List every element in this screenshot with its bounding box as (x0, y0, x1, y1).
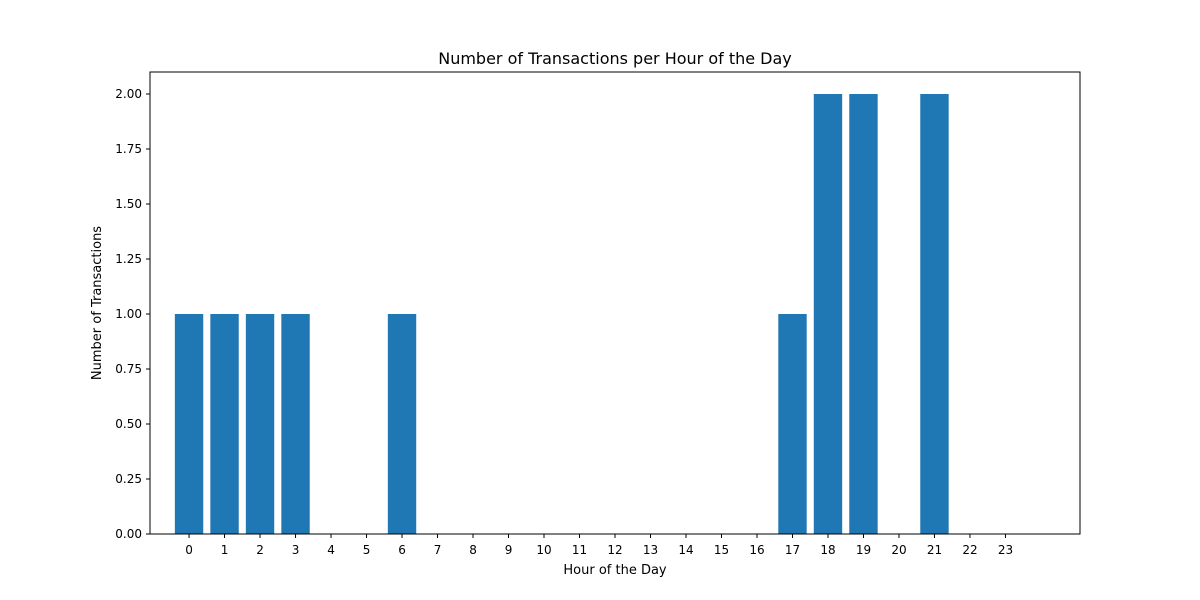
bar-17 (778, 314, 807, 534)
x-tick-label-12: 12 (607, 543, 622, 557)
bar-0 (174, 314, 204, 534)
x-axis-label: Hour of the Day (563, 563, 667, 578)
bar-3 (281, 314, 310, 534)
y-axis-label: Number of Transactions (90, 226, 105, 380)
bar-6 (387, 314, 417, 534)
x-tick-label-10: 10 (536, 543, 551, 557)
x-tick-label-11: 11 (572, 543, 587, 557)
x-tick-label-23: 23 (998, 543, 1013, 557)
x-tick-label-15: 15 (714, 543, 729, 557)
bar-1 (210, 314, 239, 534)
bar-21 (920, 94, 949, 534)
y-tick-label-2.00: 2.00 (115, 87, 142, 101)
x-tick-label-19: 19 (856, 543, 871, 557)
y-tick-label-1.75: 1.75 (115, 142, 142, 156)
y-tick-label-0.00: 0.00 (115, 527, 142, 541)
x-tick-label-0: 0 (185, 543, 193, 557)
x-tick-label-6: 6 (398, 543, 406, 557)
bar-19 (849, 94, 878, 534)
x-tick-label-14: 14 (678, 543, 693, 557)
x-tick-label-3: 3 (292, 543, 300, 557)
x-tick-label-9: 9 (505, 543, 513, 557)
chart-title: Number of Transactions per Hour of the D… (438, 49, 792, 68)
y-tick-label-0.25: 0.25 (115, 472, 142, 486)
bar-2 (245, 314, 275, 534)
y-tick-label-1.25: 1.25 (115, 252, 142, 266)
x-tick-label-5: 5 (363, 543, 371, 557)
x-tick-label-7: 7 (434, 543, 442, 557)
x-tick-label-1: 1 (221, 543, 229, 557)
x-tick-label-16: 16 (749, 543, 764, 557)
y-tick-label-1.00: 1.00 (115, 307, 142, 321)
x-tick-label-22: 22 (962, 543, 977, 557)
x-tick-label-2: 2 (256, 543, 264, 557)
x-tick-label-17: 17 (785, 543, 800, 557)
plot-area: 0 1 2 3 4 5 6 7 8 9 10 11 12 13 14 15 16 17 18 19 20 21 22 230.… (115, 71, 1081, 557)
x-tick-label-4: 4 (327, 543, 335, 557)
bar-18 (813, 94, 843, 534)
x-tick-label-8: 8 (469, 543, 477, 557)
y-tick-label-0.75: 0.75 (115, 362, 142, 376)
y-tick-label-0.50: 0.50 (115, 417, 142, 431)
x-tick-label-18: 18 (820, 543, 835, 557)
x-tick-label-13: 13 (643, 543, 658, 557)
x-tick-label-21: 21 (927, 543, 942, 557)
x-tick-label-20: 20 (891, 543, 906, 557)
y-tick-label-1.50: 1.50 (115, 197, 142, 211)
